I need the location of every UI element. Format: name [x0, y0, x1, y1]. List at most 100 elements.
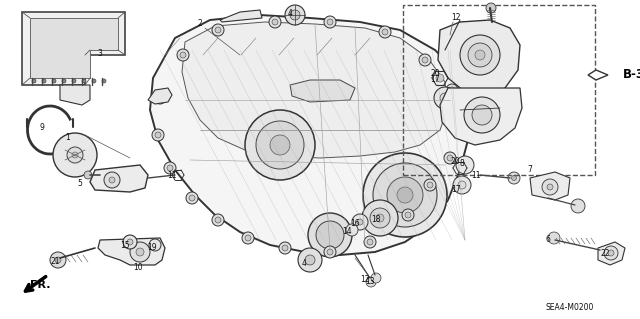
Circle shape	[270, 135, 290, 155]
Circle shape	[189, 195, 195, 201]
Circle shape	[542, 179, 558, 195]
Circle shape	[72, 152, 78, 158]
Polygon shape	[290, 80, 355, 102]
Circle shape	[298, 248, 322, 272]
Circle shape	[402, 209, 414, 221]
Circle shape	[308, 213, 352, 257]
Circle shape	[508, 172, 520, 184]
Circle shape	[571, 199, 585, 213]
Circle shape	[316, 221, 344, 249]
Circle shape	[364, 236, 376, 248]
Polygon shape	[30, 18, 118, 78]
Text: 3: 3	[97, 48, 102, 57]
Bar	[403, 5, 595, 175]
Circle shape	[269, 16, 281, 28]
Circle shape	[444, 152, 456, 164]
Circle shape	[102, 79, 106, 83]
Circle shape	[279, 242, 291, 254]
Circle shape	[55, 257, 61, 263]
Polygon shape	[182, 22, 448, 158]
Circle shape	[447, 155, 453, 161]
Circle shape	[67, 147, 83, 163]
Text: 14: 14	[342, 227, 352, 236]
Circle shape	[370, 208, 390, 228]
Circle shape	[456, 156, 474, 174]
Circle shape	[215, 217, 221, 223]
Circle shape	[72, 79, 76, 83]
Circle shape	[62, 79, 66, 83]
Text: 4: 4	[287, 10, 292, 19]
Circle shape	[215, 27, 221, 33]
Text: 13: 13	[365, 278, 375, 286]
Circle shape	[460, 35, 500, 75]
Circle shape	[82, 79, 86, 83]
Text: 8: 8	[460, 159, 465, 167]
Circle shape	[376, 214, 384, 222]
Circle shape	[157, 95, 163, 101]
Circle shape	[455, 122, 461, 128]
Circle shape	[285, 5, 305, 25]
Circle shape	[346, 224, 358, 236]
Text: 11: 11	[167, 170, 177, 180]
Circle shape	[42, 79, 46, 83]
Text: 9: 9	[40, 123, 44, 132]
Text: 6: 6	[545, 235, 550, 244]
Circle shape	[446, 84, 458, 96]
Circle shape	[32, 79, 36, 83]
Circle shape	[379, 26, 391, 38]
Circle shape	[92, 79, 96, 83]
Circle shape	[155, 132, 161, 138]
Text: 15: 15	[120, 241, 130, 249]
Text: 19: 19	[147, 243, 157, 253]
Polygon shape	[150, 15, 470, 255]
Circle shape	[367, 239, 373, 245]
Circle shape	[127, 239, 133, 245]
Circle shape	[324, 246, 336, 258]
Circle shape	[472, 105, 492, 125]
Circle shape	[109, 177, 115, 183]
Circle shape	[436, 74, 444, 82]
Polygon shape	[220, 10, 262, 22]
Circle shape	[324, 16, 336, 28]
Circle shape	[186, 192, 198, 204]
Polygon shape	[148, 88, 172, 104]
Text: FR.: FR.	[29, 280, 51, 290]
Circle shape	[453, 176, 471, 194]
Circle shape	[136, 248, 144, 256]
Polygon shape	[438, 20, 520, 95]
Text: SEA4-M0200: SEA4-M0200	[546, 303, 594, 313]
Text: 12: 12	[360, 276, 370, 285]
Circle shape	[387, 177, 423, 213]
Circle shape	[84, 171, 92, 179]
Circle shape	[397, 187, 413, 203]
Circle shape	[327, 19, 333, 25]
Circle shape	[357, 219, 363, 225]
Text: 17: 17	[451, 186, 461, 195]
Text: 5: 5	[77, 179, 83, 188]
Text: 1: 1	[66, 133, 70, 143]
Circle shape	[167, 165, 173, 171]
Polygon shape	[60, 85, 90, 105]
Circle shape	[511, 175, 516, 181]
Circle shape	[282, 245, 288, 251]
Text: 12: 12	[451, 12, 461, 21]
Text: 4: 4	[301, 259, 307, 269]
Polygon shape	[22, 12, 125, 85]
Text: 18: 18	[371, 216, 381, 225]
Circle shape	[475, 50, 485, 60]
Circle shape	[422, 57, 428, 63]
Circle shape	[608, 250, 614, 256]
Circle shape	[362, 200, 398, 236]
Circle shape	[212, 214, 224, 226]
Circle shape	[405, 212, 411, 218]
Text: 22: 22	[600, 249, 610, 257]
Polygon shape	[90, 165, 148, 192]
Circle shape	[305, 255, 315, 265]
Text: 20: 20	[430, 70, 440, 78]
Text: 7: 7	[527, 166, 532, 174]
Text: 20: 20	[450, 158, 460, 167]
Circle shape	[180, 52, 186, 58]
Circle shape	[149, 239, 161, 251]
Polygon shape	[530, 172, 570, 200]
Polygon shape	[598, 242, 625, 265]
